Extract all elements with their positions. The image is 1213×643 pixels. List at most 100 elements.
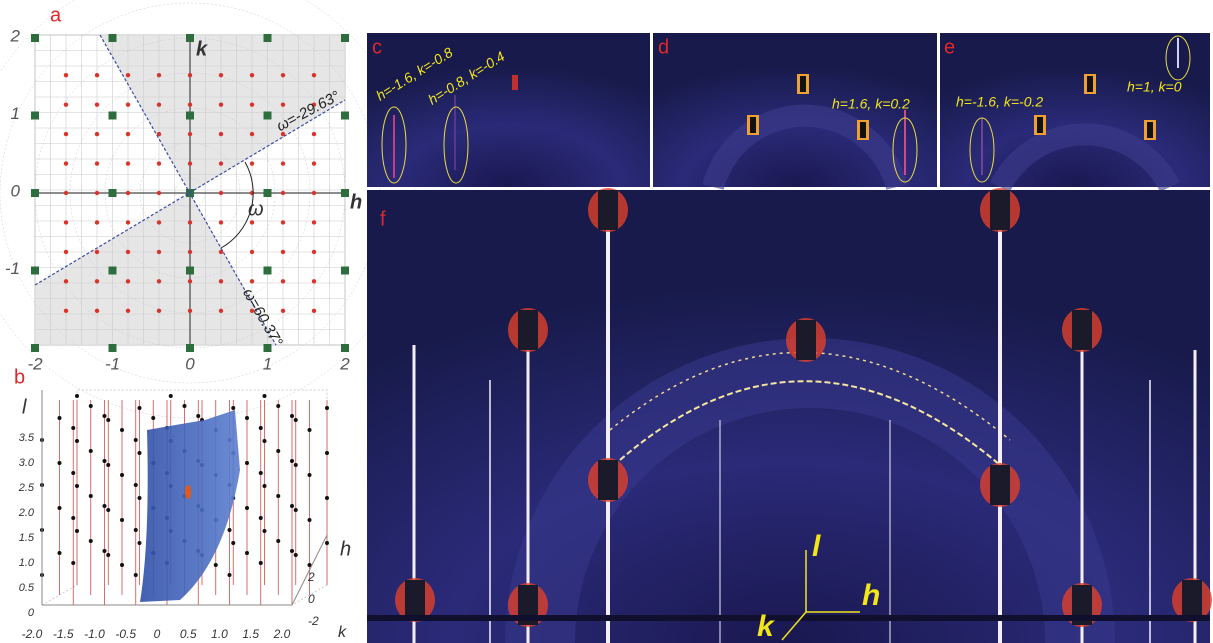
lattice-point	[250, 102, 254, 106]
rod-point	[120, 428, 124, 432]
beamstop	[1147, 122, 1153, 138]
rod-point	[138, 541, 142, 545]
lattice-point	[157, 102, 161, 106]
lattice-point	[157, 161, 161, 165]
lattice-point	[126, 102, 130, 106]
lattice-point	[250, 132, 254, 136]
tick-label: 0	[28, 607, 35, 619]
gap	[367, 615, 1210, 621]
integer-point	[264, 34, 272, 42]
annotation: h=1, k=0	[1127, 79, 1182, 95]
surface-spot	[185, 485, 191, 499]
tick-label: -1.0	[84, 627, 105, 641]
rod-point	[259, 471, 263, 475]
lattice-point	[219, 102, 223, 106]
rod-point	[228, 528, 232, 532]
rod-point	[294, 418, 298, 422]
lattice-point	[281, 309, 285, 313]
lattice-point	[95, 102, 99, 106]
panel-b: 00.51.01.52.02.53.03.5-2.0-1.5-1.0-0.500…	[18, 390, 329, 641]
tick-label: -0.5	[115, 627, 136, 641]
integer-point	[341, 267, 349, 275]
rod-point	[276, 404, 280, 408]
rod-point	[259, 561, 263, 565]
lattice-point	[250, 161, 254, 165]
beamstop	[860, 122, 866, 138]
tick-label: 1	[263, 354, 272, 373]
rod-point	[103, 459, 107, 463]
integer-point	[31, 267, 39, 275]
lattice-point	[312, 309, 316, 313]
rod-point	[294, 508, 298, 512]
tick-label: 0	[185, 354, 195, 373]
integer-point	[341, 344, 349, 352]
tick-label: 2.0	[18, 507, 35, 519]
rod-point	[138, 496, 142, 500]
rod-point	[214, 563, 218, 567]
rod-point	[134, 528, 138, 532]
lattice-point	[157, 250, 161, 254]
rod-point	[290, 504, 294, 508]
lattice-point	[281, 161, 285, 165]
angle-label: ω	[248, 198, 264, 220]
rod-point	[290, 459, 294, 463]
integer-point	[341, 112, 349, 120]
rod-point	[71, 516, 75, 520]
lattice-point	[188, 132, 192, 136]
lattice-point	[281, 220, 285, 224]
detector-image	[367, 33, 650, 187]
lattice-point	[95, 279, 99, 283]
lattice-point	[64, 250, 68, 254]
rod-point	[263, 529, 267, 533]
rod-point	[106, 553, 110, 557]
rod-point	[325, 541, 329, 545]
rod-point	[294, 553, 298, 557]
lattice-point	[126, 191, 130, 195]
lattice-point	[312, 73, 316, 77]
integer-point	[264, 189, 272, 197]
beamstop	[990, 190, 1010, 230]
lattice-point	[312, 191, 316, 195]
rod-point	[183, 404, 187, 408]
lattice-point	[312, 161, 316, 165]
rod-point	[120, 518, 124, 522]
beamstop	[750, 117, 756, 133]
rod-point	[308, 428, 312, 432]
lattice-point	[219, 309, 223, 313]
axis-label: h	[862, 579, 880, 612]
lattice-point	[281, 279, 285, 283]
lattice-point	[312, 250, 316, 254]
tick-label: -2	[27, 354, 43, 373]
tick-label: 0	[154, 627, 161, 641]
lattice-point	[250, 279, 254, 283]
rod-point	[290, 414, 294, 418]
rod-point	[259, 516, 263, 520]
lattice-point	[95, 309, 99, 313]
rod-point	[169, 394, 173, 398]
rod-point	[325, 406, 329, 410]
panel-label: c	[372, 36, 382, 58]
lattice-point	[126, 132, 130, 136]
tick-label: 1.0	[19, 557, 35, 569]
integer-point	[109, 112, 117, 120]
rod-point	[231, 406, 235, 410]
lattice-point	[312, 279, 316, 283]
lattice-point	[219, 191, 223, 195]
integer-point	[109, 267, 117, 275]
rod-point	[138, 406, 142, 410]
tick-label: 1.5	[242, 627, 259, 641]
axis-label: h	[340, 538, 351, 560]
axis-label: h	[350, 191, 362, 213]
axis-label: k	[757, 610, 775, 643]
lattice-point	[250, 250, 254, 254]
lattice-point	[157, 73, 161, 77]
lattice-point	[95, 132, 99, 136]
panel-label: e	[944, 36, 955, 58]
lattice-point	[312, 220, 316, 224]
lattice-point	[188, 279, 192, 283]
tick-label: 3.0	[19, 457, 35, 469]
lattice-point	[64, 279, 68, 283]
rod-point	[106, 463, 110, 467]
beamstop	[1037, 117, 1043, 133]
lattice-point	[219, 73, 223, 77]
